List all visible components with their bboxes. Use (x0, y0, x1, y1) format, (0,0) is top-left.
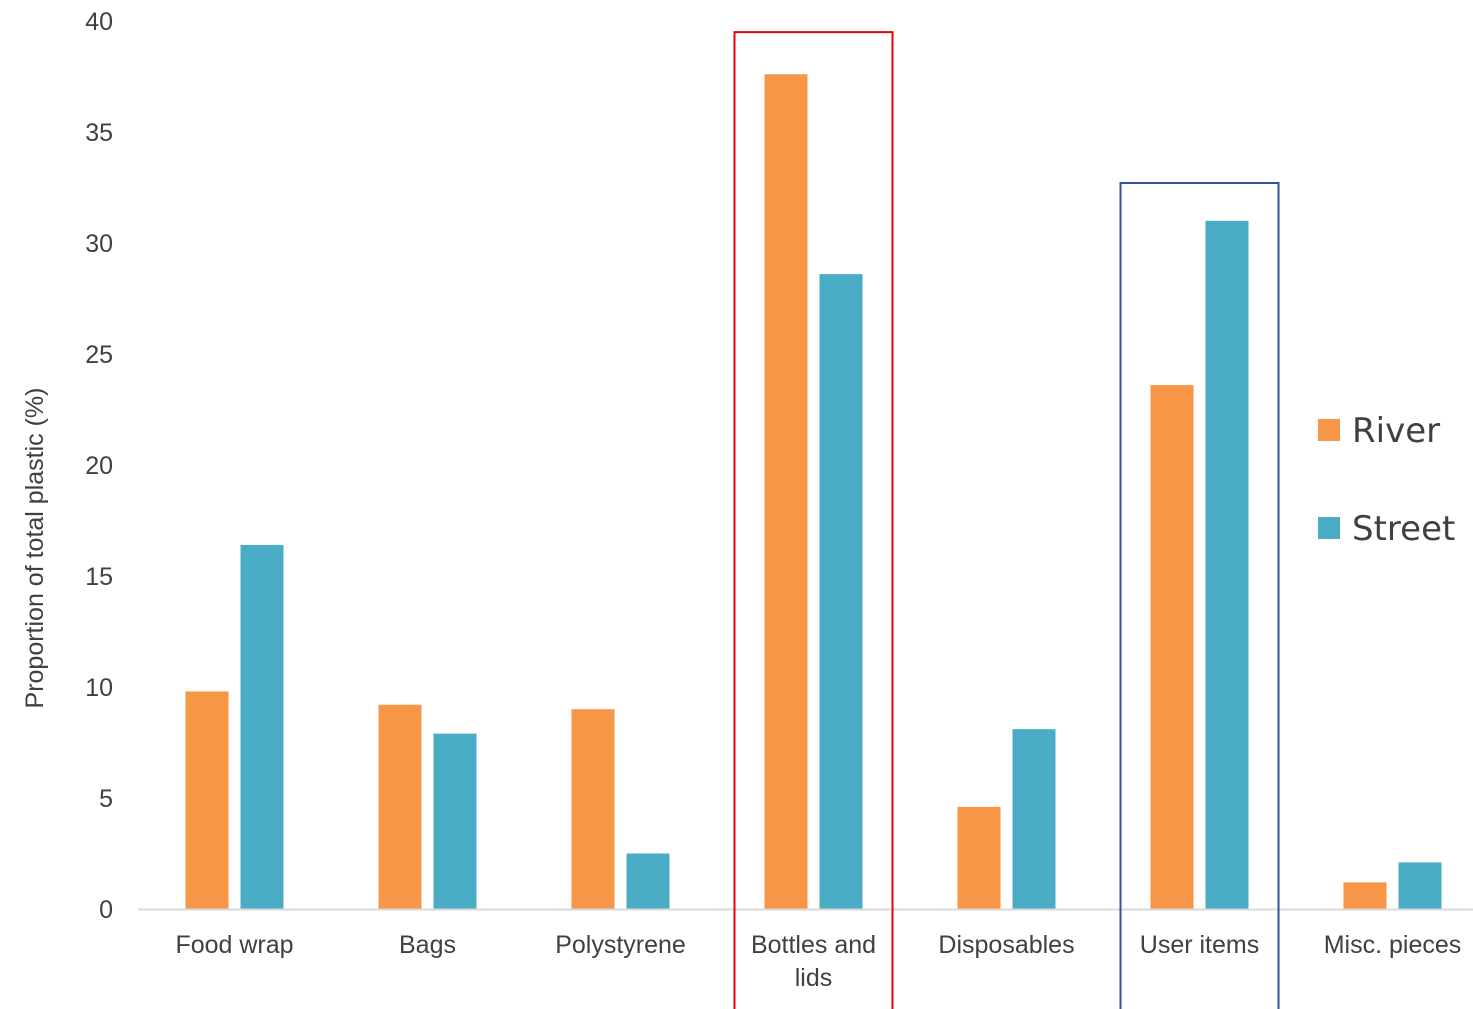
x-tick-label: Bottles and (751, 931, 876, 959)
bar-river-6 (1343, 882, 1387, 909)
y-tick-label: 40 (85, 8, 113, 36)
bar-street-5 (1205, 220, 1249, 910)
legend-swatch-river (1318, 419, 1340, 441)
x-tick-label: Disposables (938, 931, 1074, 959)
bar-street-1 (433, 733, 477, 909)
legend-label-river: River (1352, 411, 1440, 451)
bar-street-2 (626, 853, 670, 909)
bar-river-4 (957, 806, 1001, 909)
y-axis-title: Proportion of total plastic (%) (21, 388, 49, 709)
bars (185, 74, 1442, 910)
x-tick-label: lids (795, 964, 833, 992)
y-tick-label: 35 (85, 119, 113, 147)
y-tick-label: 0 (99, 896, 113, 924)
y-tick-label: 20 (85, 452, 113, 480)
bar-street-3 (819, 274, 863, 910)
bar-river-2 (571, 709, 615, 909)
x-tick-label: User items (1140, 931, 1259, 959)
bar-river-0 (185, 691, 229, 909)
bar-river-5 (1150, 385, 1194, 910)
x-tick-label: Food wrap (175, 931, 293, 959)
legend-label-street: Street (1352, 509, 1455, 549)
y-tick-label: 15 (85, 563, 113, 591)
y-tick-label: 30 (85, 230, 113, 258)
bar-street-0 (240, 544, 284, 909)
highlight-box-0 (733, 31, 894, 1009)
y-axis-ticks: 0 5 10 15 20 25 30 35 40 (85, 8, 113, 924)
y-tick-label: 10 (85, 674, 113, 702)
x-tick-label: Bags (399, 931, 456, 959)
y-tick-label: 5 (99, 785, 113, 813)
bar-street-4 (1012, 729, 1056, 909)
x-axis-tick-labels: Food wrap Bags Polystyrene Bottles and lids D… (175, 931, 1461, 992)
highlight-boxes (733, 31, 1280, 1009)
legend-swatch-street (1318, 517, 1340, 539)
bar-river-3 (764, 74, 808, 909)
highlight-box-1 (1119, 182, 1280, 1009)
y-axis-title-group: Proportion of total plastic (%) (21, 388, 49, 709)
legend: River Street (1318, 411, 1455, 549)
bar-street-6 (1398, 862, 1442, 909)
y-tick-label: 25 (85, 341, 113, 369)
x-tick-label: Misc. pieces (1324, 931, 1462, 959)
x-tick-label: Polystyrene (555, 931, 686, 959)
bar-river-1 (378, 704, 422, 909)
